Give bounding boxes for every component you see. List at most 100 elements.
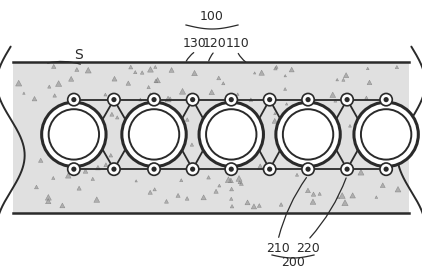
Text: S: S bbox=[73, 48, 82, 62]
Polygon shape bbox=[190, 143, 194, 146]
Polygon shape bbox=[155, 78, 160, 83]
Polygon shape bbox=[230, 197, 233, 200]
Polygon shape bbox=[154, 66, 157, 68]
Polygon shape bbox=[365, 96, 368, 100]
Polygon shape bbox=[375, 196, 378, 199]
Circle shape bbox=[263, 94, 276, 106]
Polygon shape bbox=[271, 163, 276, 169]
Polygon shape bbox=[153, 188, 157, 191]
Polygon shape bbox=[216, 76, 221, 80]
Polygon shape bbox=[284, 74, 287, 77]
Polygon shape bbox=[186, 98, 190, 102]
Polygon shape bbox=[259, 70, 265, 75]
Circle shape bbox=[68, 94, 80, 106]
Circle shape bbox=[151, 167, 157, 172]
Polygon shape bbox=[133, 71, 137, 74]
Polygon shape bbox=[337, 196, 340, 199]
Polygon shape bbox=[104, 163, 108, 167]
Polygon shape bbox=[342, 200, 348, 206]
Polygon shape bbox=[180, 179, 183, 182]
Polygon shape bbox=[148, 190, 152, 194]
Polygon shape bbox=[285, 103, 288, 105]
Circle shape bbox=[267, 97, 272, 102]
Circle shape bbox=[344, 167, 350, 172]
Polygon shape bbox=[85, 67, 91, 73]
Circle shape bbox=[229, 97, 234, 102]
Circle shape bbox=[68, 163, 80, 175]
Polygon shape bbox=[273, 67, 277, 70]
Polygon shape bbox=[236, 93, 239, 95]
Circle shape bbox=[148, 94, 160, 106]
Polygon shape bbox=[16, 80, 22, 86]
Polygon shape bbox=[367, 80, 372, 85]
Circle shape bbox=[341, 94, 353, 106]
Polygon shape bbox=[46, 199, 51, 204]
Polygon shape bbox=[380, 183, 385, 188]
Polygon shape bbox=[104, 93, 107, 96]
Polygon shape bbox=[214, 189, 218, 193]
Polygon shape bbox=[154, 79, 158, 83]
Polygon shape bbox=[94, 197, 100, 202]
Circle shape bbox=[263, 163, 276, 175]
Circle shape bbox=[384, 167, 389, 172]
Polygon shape bbox=[60, 203, 65, 208]
Text: 100: 100 bbox=[200, 10, 224, 22]
Circle shape bbox=[111, 167, 116, 172]
Polygon shape bbox=[230, 187, 234, 191]
Polygon shape bbox=[350, 193, 355, 198]
Polygon shape bbox=[23, 92, 25, 94]
Polygon shape bbox=[334, 99, 337, 102]
Polygon shape bbox=[344, 73, 349, 78]
Polygon shape bbox=[273, 112, 276, 115]
Polygon shape bbox=[395, 186, 401, 192]
Polygon shape bbox=[279, 203, 283, 206]
Circle shape bbox=[198, 101, 265, 168]
Polygon shape bbox=[116, 116, 119, 119]
Polygon shape bbox=[272, 118, 277, 123]
Polygon shape bbox=[75, 67, 79, 71]
Polygon shape bbox=[341, 94, 346, 98]
Polygon shape bbox=[53, 94, 57, 97]
Circle shape bbox=[41, 101, 107, 168]
Polygon shape bbox=[201, 195, 206, 200]
Text: 220: 220 bbox=[296, 241, 320, 255]
Polygon shape bbox=[254, 72, 256, 74]
Text: 130: 130 bbox=[183, 36, 207, 50]
Circle shape bbox=[190, 167, 195, 172]
Circle shape bbox=[384, 97, 389, 102]
Polygon shape bbox=[306, 188, 311, 193]
Text: 120: 120 bbox=[203, 36, 227, 50]
Polygon shape bbox=[330, 92, 335, 97]
Polygon shape bbox=[45, 194, 51, 200]
Polygon shape bbox=[109, 153, 113, 157]
Polygon shape bbox=[311, 192, 316, 196]
Polygon shape bbox=[238, 181, 241, 184]
Polygon shape bbox=[91, 177, 95, 181]
Polygon shape bbox=[245, 200, 250, 205]
Polygon shape bbox=[169, 67, 174, 72]
Polygon shape bbox=[32, 96, 37, 101]
Circle shape bbox=[306, 97, 311, 102]
Polygon shape bbox=[284, 88, 287, 90]
Circle shape bbox=[380, 163, 392, 175]
Polygon shape bbox=[179, 88, 186, 94]
Circle shape bbox=[361, 109, 411, 160]
Polygon shape bbox=[139, 98, 142, 101]
Circle shape bbox=[306, 167, 311, 172]
Polygon shape bbox=[225, 177, 232, 183]
Circle shape bbox=[302, 163, 314, 175]
Polygon shape bbox=[51, 64, 56, 69]
Circle shape bbox=[151, 97, 157, 102]
Circle shape bbox=[341, 163, 353, 175]
Polygon shape bbox=[275, 65, 278, 68]
Circle shape bbox=[275, 101, 341, 168]
Polygon shape bbox=[95, 165, 100, 170]
Polygon shape bbox=[318, 192, 321, 195]
Circle shape bbox=[190, 97, 195, 102]
Circle shape bbox=[302, 94, 314, 106]
Polygon shape bbox=[358, 169, 364, 175]
Circle shape bbox=[71, 97, 76, 102]
Circle shape bbox=[187, 94, 199, 106]
Polygon shape bbox=[35, 185, 38, 189]
Polygon shape bbox=[185, 118, 189, 121]
